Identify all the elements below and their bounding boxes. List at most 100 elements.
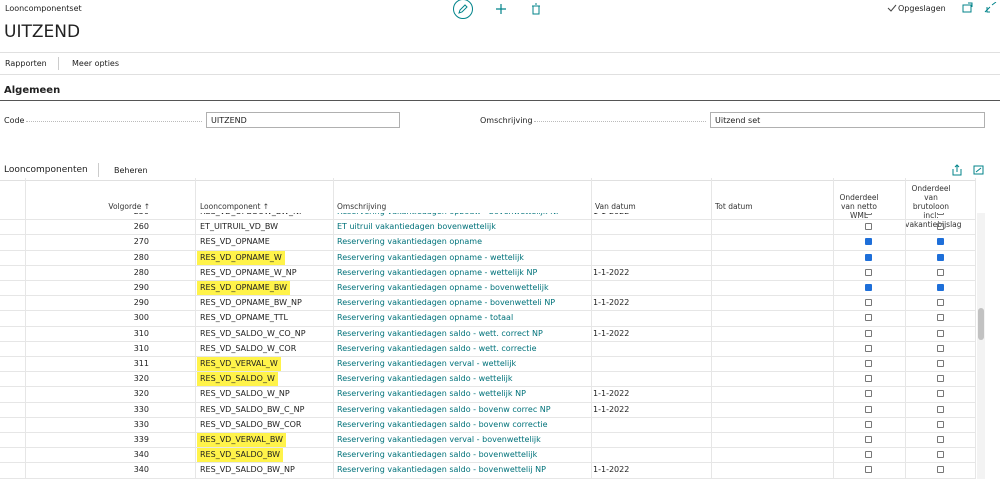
checkbox[interactable] [865,406,872,413]
table-row[interactable]: 340RES_VD_SALDO_BW_NPReservering vakanti… [0,463,975,478]
checkbox[interactable] [865,269,872,276]
order: 250 [134,213,149,219]
checkbox[interactable] [937,360,944,367]
checkbox[interactable] [865,436,872,443]
order: 260 [134,220,149,234]
checkbox[interactable] [865,213,872,215]
column-border [333,178,334,479]
lines-action[interactable]: Beheren [114,166,148,175]
component-code: RES_VD_SALDO_W_CO_NP [200,327,306,341]
action-more[interactable]: Meer opties [72,59,119,68]
checkbox[interactable] [937,390,944,397]
table-row[interactable]: 310RES_VD_SALDO_W_CO_NPReservering vakan… [0,327,975,342]
table-row[interactable]: 339 RES_VD_VERVAL_BW Reservering vakantied… [0,433,975,448]
window-icons[interactable] [962,2,998,14]
checkbox[interactable] [937,254,944,261]
field-label: Omschrijving [480,116,533,125]
table-row[interactable]: 320RES_VD_SALDO_WReservering vakantiedag… [0,372,975,387]
component-code: RES_VD_OPBOUW_BW_NP [200,213,304,219]
checkbox[interactable] [865,466,872,473]
lines-icons[interactable] [952,164,986,176]
table-row[interactable]: 250RES_VD_OPBOUW_BW_NPReservering vakant… [0,213,975,220]
checkbox[interactable] [865,375,872,382]
description: Reservering vakantiedagen saldo - bovenw… [337,418,548,432]
order: 339 [134,433,149,447]
saved-status: Opgeslagen [898,4,946,13]
checkbox[interactable] [937,238,944,245]
checkbox[interactable] [865,314,872,321]
field-input[interactable]: Uitzend set [710,112,985,128]
column-border [195,178,196,479]
order: 311 [134,357,149,371]
checkbox[interactable] [937,284,944,291]
toolbar-icons[interactable] [452,0,552,20]
scrollbar[interactable] [977,213,985,479]
table-row[interactable]: 280RES_VD_OPNAME_W_NPReservering vakanti… [0,266,975,281]
table-row[interactable]: 260ET_UITRUIL_VD_BWET uitruil vakantieda… [0,220,975,235]
checkbox[interactable] [937,421,944,428]
checkbox[interactable] [937,451,944,458]
action-reports[interactable]: Rapporten [5,59,47,68]
table-row[interactable]: 311RES_VD_VERVAL_WReservering vakantieda… [0,357,975,372]
component-code: RES_VD_OPNAME_TTL [200,311,288,325]
checkbox[interactable] [865,330,872,337]
column-header: Looncomponent ↑ [200,202,269,211]
from-date: 1-1-2022 [593,403,629,417]
checkbox[interactable] [937,269,944,276]
checkbox[interactable] [865,254,872,261]
description: Reservering vakantiedagen saldo - wettel… [337,387,526,401]
checkbox[interactable] [865,421,872,428]
component-code: RES_VD_OPNAME_W_NP [200,266,297,280]
component-code: RES_VD_SALDO_W [197,372,278,386]
table-row[interactable]: 340RES_VD_SALDO_BWReservering vakantieda… [0,448,975,463]
table-row[interactable]: 320 RES_VD_SALDO_W_NP Reservering vakantie… [0,387,975,402]
checkbox[interactable] [937,375,944,382]
checkbox[interactable] [937,213,944,215]
order: 340 [134,448,149,462]
checkbox[interactable] [937,345,944,352]
column-border [975,178,976,479]
field-input[interactable]: UITZEND [206,112,400,128]
checkbox[interactable] [937,314,944,321]
description: Reservering vakantiedagen verval - boven… [337,433,541,447]
component-code: RES_VD_SALDO_W_NP [200,387,290,401]
checkbox[interactable] [865,360,872,367]
table-row[interactable]: 300RES_VD_OPNAME_TTLReservering vakantie… [0,311,975,326]
table-row[interactable]: 290RES_VD_OPNAME_BWReservering vakantied… [0,281,975,296]
checkbox[interactable] [937,466,944,473]
checkbox[interactable] [865,223,872,230]
checkbox[interactable] [865,299,872,306]
component-code: RES_VD_OPNAME_BW [197,281,290,295]
description: Reservering vakantiedagen opname [337,235,482,249]
checkbox[interactable] [937,436,944,443]
page-title: UITZEND [4,22,80,42]
component-code: RES_VD_SALDO_BW [197,448,283,462]
component-code: RES_VD_OPNAME_BW_NP [200,296,302,310]
table-row[interactable]: 280RES_VD_OPNAME_WReservering vakantieda… [0,251,975,266]
checkbox[interactable] [865,345,872,352]
table-row[interactable]: 330RES_VD_SALDO_BW_C_NPReservering vakan… [0,403,975,418]
order: 340 [134,463,149,477]
component-code: RES_VD_VERVAL_BW [197,433,286,447]
table-row[interactable]: 310RES_VD_SALDO_W_CORReservering vakanti… [0,342,975,357]
checkbox[interactable] [865,390,872,397]
checkbox[interactable] [937,223,944,230]
checkbox[interactable] [937,299,944,306]
breadcrumb: Looncomponentset [5,4,82,13]
checkbox[interactable] [865,451,872,458]
order: 320 [134,387,149,401]
table-row[interactable]: 270RES_VD_OPNAMEReservering vakantiedage… [0,235,975,250]
checkbox[interactable] [865,284,872,291]
table-row[interactable]: 290RES_VD_OPNAME_BW_NPReservering vakant… [0,296,975,311]
description: Reservering vakantiedagen opname - boven… [337,296,555,310]
column-header: Tot datum [715,202,753,211]
column-header: Van datum [595,202,636,211]
checkbox[interactable] [865,238,872,245]
table-body: 250 RES_VD_OPBOUW_BW_NP Reservering vakant… [0,213,975,479]
table-row[interactable]: 330RES_VD_SALDO_BW_CORReservering vakant… [0,418,975,433]
scroll-thumb[interactable] [978,308,984,340]
checkbox[interactable] [937,406,944,413]
component-code: RES_VD_SALDO_BW_NP [200,463,295,477]
checkbox[interactable] [937,330,944,337]
